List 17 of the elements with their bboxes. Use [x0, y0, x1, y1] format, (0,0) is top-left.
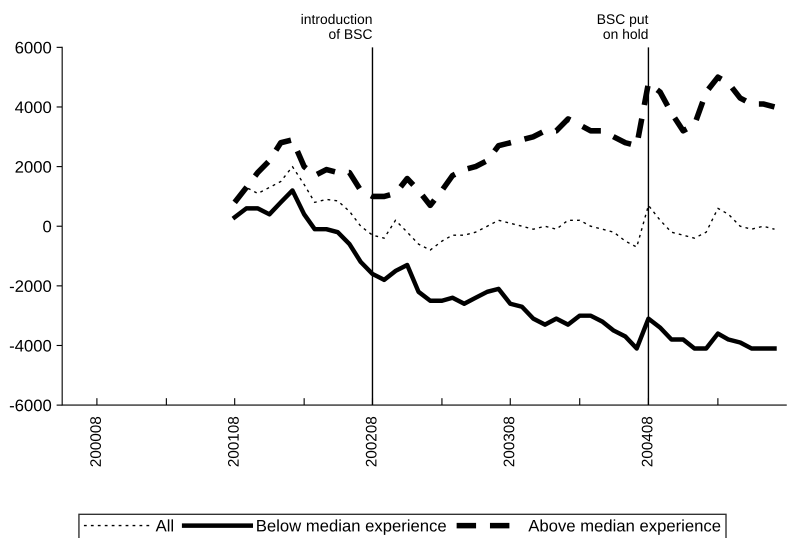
- y-tick-label: 6000: [16, 42, 52, 54]
- ref-line-label: BSC put on hold: [598, 14, 648, 40]
- x-tick-label: 200308: [504, 416, 514, 466]
- x-tick-label: 200008: [90, 416, 102, 466]
- legend-label: Below median experience: [257, 519, 446, 535]
- y-tick-label: 2000: [16, 161, 52, 173]
- legend-label: All: [156, 519, 174, 532]
- x-tick-label: 200208: [366, 416, 377, 466]
- y-tick-label: -4000: [10, 340, 52, 352]
- legend-label: Above median experience: [528, 519, 720, 535]
- y-tick-label: 4000: [15, 101, 52, 114]
- ref-line-label: introduction of BSC: [302, 14, 372, 40]
- x-tick-label: 200108: [228, 416, 239, 466]
- y-tick-label: -6000: [10, 400, 52, 412]
- y-tick-label: -2000: [10, 280, 52, 292]
- y-tick-label: 0: [43, 220, 52, 232]
- x-tick-label: 200408: [642, 416, 653, 466]
